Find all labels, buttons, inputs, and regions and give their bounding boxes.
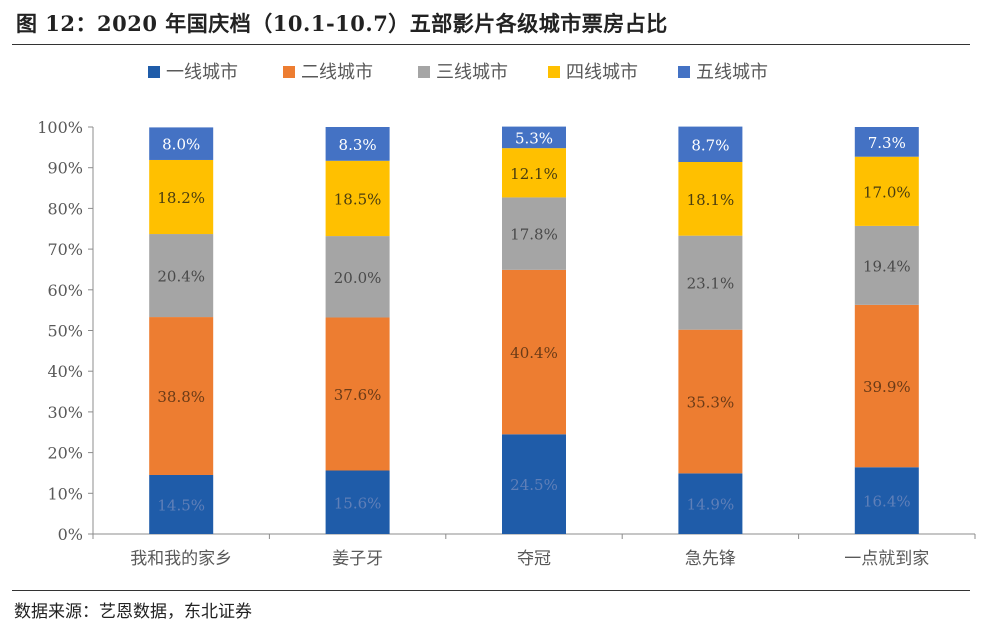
data-label: 37.6% — [334, 386, 382, 404]
legend-swatch — [418, 66, 430, 78]
bar-segment — [854, 156, 919, 226]
data-label: 39.9% — [863, 378, 911, 396]
y-tick-label: 10% — [47, 484, 83, 503]
data-label: 17.8% — [510, 226, 558, 244]
legend-swatch — [283, 66, 295, 78]
bar-segment — [149, 234, 214, 318]
bar-segment — [854, 225, 919, 305]
data-label: 24.5% — [510, 476, 558, 494]
bar-segment — [325, 236, 390, 318]
bar-segment — [149, 159, 214, 235]
x-tick-label: 夺冠 — [517, 549, 551, 569]
bar-segment — [502, 434, 566, 534]
data-label: 18.1% — [687, 191, 735, 209]
data-label: 16.4% — [863, 493, 911, 511]
x-tick-label: 姜子牙 — [332, 549, 383, 569]
y-tick-label: 60% — [47, 281, 83, 300]
y-tick-label: 100% — [37, 118, 83, 137]
figure-title: 图 12：2020 年国庆档（10.1-10.7）五部影片各级城市票房占比 — [16, 11, 668, 36]
x-tick-label: 我和我的家乡 — [130, 549, 232, 569]
bar-segment — [678, 235, 743, 330]
x-tick-label: 一点就到家 — [844, 549, 929, 569]
bar-segment — [325, 470, 390, 534]
legend-swatch — [548, 66, 560, 78]
bar-segment — [149, 317, 214, 475]
bar-segment — [502, 269, 566, 435]
bar-segment — [502, 126, 566, 149]
bar-segment — [854, 127, 919, 157]
data-label: 23.1% — [687, 275, 735, 293]
data-label: 15.6% — [334, 494, 382, 512]
bar-segment — [854, 304, 919, 468]
bar-segment — [678, 126, 743, 163]
data-label: 17.0% — [863, 183, 911, 201]
data-label: 8.7% — [691, 136, 729, 154]
y-tick-label: 90% — [47, 159, 83, 178]
bar-segment — [854, 467, 919, 534]
bar-segment — [678, 329, 743, 474]
top-rule — [12, 44, 970, 45]
data-label: 14.5% — [157, 496, 205, 514]
bar-segment — [149, 127, 214, 160]
y-tick-label: 80% — [47, 199, 83, 218]
data-label: 18.2% — [157, 189, 205, 207]
y-tick-label: 30% — [47, 403, 83, 422]
data-label: 38.8% — [157, 388, 205, 406]
data-label: 7.3% — [868, 134, 906, 152]
legend-label: 二线城市 — [301, 62, 373, 83]
data-label: 40.4% — [510, 344, 558, 362]
bar-segment — [678, 473, 743, 534]
data-label: 12.1% — [510, 165, 558, 183]
stacked-bar-chart: 0% 10% 20% 30% 40% 50% 60% 70% 80% 90% 100% 14.5% 38… — [37, 62, 976, 569]
data-label: 14.9% — [687, 496, 735, 514]
y-tick-label: 50% — [47, 322, 83, 341]
data-label: 20.4% — [157, 268, 205, 286]
source-note: 数据来源：艺恩数据，东北证券 — [14, 602, 252, 622]
data-label: 18.5% — [334, 190, 382, 208]
bar-segment — [678, 162, 743, 236]
legend-label: 五线城市 — [696, 62, 768, 83]
data-label: 19.4% — [863, 257, 911, 275]
bar-segment — [325, 317, 390, 471]
legend-label: 三线城市 — [436, 62, 508, 83]
data-label: 8.3% — [339, 136, 377, 154]
legend-label: 四线城市 — [566, 62, 638, 83]
chart-area: 0% 10% 20% 30% 40% 50% 60% 70% 80% 90% 100% 14.5% 38… — [0, 50, 983, 580]
bottom-rule — [12, 590, 970, 591]
legend-swatch — [678, 66, 690, 78]
data-label: 5.3% — [515, 129, 553, 147]
bar-segment — [502, 148, 566, 198]
legend-label: 一线城市 — [166, 62, 238, 83]
legend-swatch — [148, 66, 160, 78]
x-tick-label: 急先锋 — [685, 549, 736, 569]
y-tick-label: 70% — [47, 240, 83, 259]
y-tick-label: 0% — [58, 525, 83, 544]
bar-segment — [502, 197, 566, 270]
bar-segment — [325, 160, 390, 237]
data-label: 35.3% — [687, 394, 735, 412]
bar-segment — [149, 474, 214, 534]
y-tick-label: 40% — [47, 362, 83, 381]
y-tick-label: 20% — [47, 444, 83, 463]
data-label: 8.0% — [162, 136, 200, 154]
bar-segment — [325, 127, 390, 161]
data-label: 20.0% — [334, 269, 382, 287]
